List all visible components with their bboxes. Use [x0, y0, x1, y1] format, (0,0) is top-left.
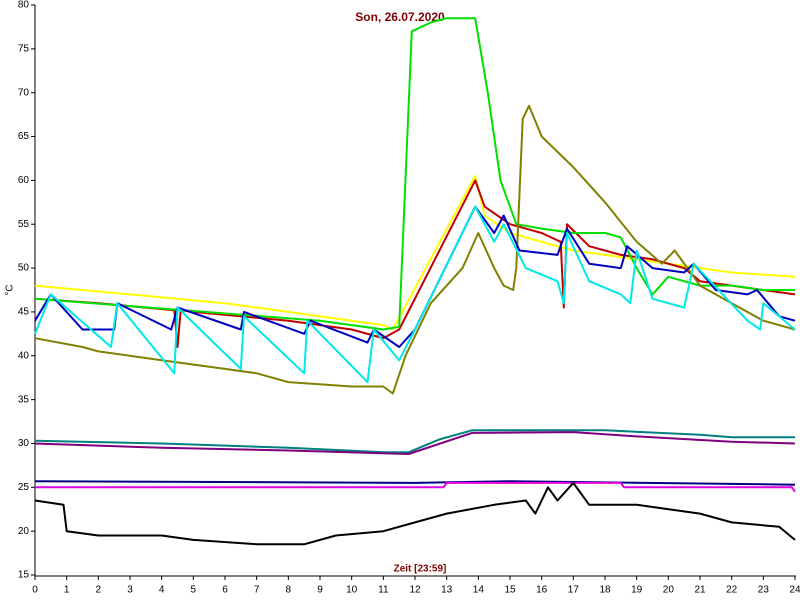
- y-tick-label: 40: [18, 350, 30, 361]
- y-tick-label: 80: [18, 0, 30, 11]
- series-line: [34, 17, 795, 331]
- x-tick-label: 20: [663, 585, 675, 596]
- x-tick-label: 22: [726, 585, 738, 596]
- x-tick-label: 17: [568, 585, 580, 596]
- x-tick-label: 19: [631, 585, 643, 596]
- series-line: [34, 205, 796, 384]
- x-tick-label: 11: [378, 585, 389, 596]
- y-tick-label: 65: [18, 131, 30, 142]
- y-tick-label: 25: [18, 482, 30, 493]
- series-line: [35, 481, 796, 493]
- y-tick-label: 15: [18, 570, 30, 581]
- x-tick-label: 16: [536, 585, 548, 596]
- series-line: [34, 431, 796, 455]
- chart-title: Son, 26.07.2020: [355, 10, 445, 24]
- x-axis-label: Zeit [23:59]: [394, 564, 447, 575]
- x-tick-label: 15: [504, 585, 516, 596]
- x-tick-label: 13: [441, 585, 453, 596]
- y-tick-label: 70: [18, 87, 30, 98]
- x-tick-label: 21: [694, 585, 706, 596]
- series-line: [34, 205, 796, 348]
- series-line: [34, 481, 796, 546]
- x-tick-label: 2: [96, 585, 102, 596]
- x-tick-label: 23: [758, 585, 770, 596]
- x-tick-label: 9: [317, 585, 323, 596]
- y-tick-label: 35: [18, 394, 30, 405]
- x-tick-label: 8: [286, 585, 292, 596]
- x-tick-label: 4: [159, 585, 165, 596]
- x-tick-label: 5: [191, 585, 197, 596]
- x-tick-label: 18: [599, 585, 611, 596]
- x-tick-label: 7: [254, 585, 260, 596]
- x-tick-label: 6: [222, 585, 228, 596]
- y-tick-label: 20: [18, 526, 30, 537]
- y-tick-label: 60: [18, 175, 30, 186]
- series-line: [34, 429, 795, 454]
- x-tick-label: 10: [346, 585, 358, 596]
- y-tick-label: 50: [18, 263, 30, 274]
- x-tick-label: 24: [789, 585, 800, 596]
- y-tick-label: 75: [18, 43, 30, 54]
- y-axis-label: °C: [5, 284, 16, 295]
- x-tick-label: 3: [127, 585, 133, 596]
- y-tick-label: 45: [18, 307, 30, 318]
- series-line: [34, 104, 796, 395]
- x-tick-label: 14: [473, 585, 485, 596]
- x-tick-label: 0: [32, 585, 38, 596]
- y-tick-label: 55: [18, 219, 30, 230]
- x-tick-label: 1: [64, 585, 70, 596]
- x-tick-label: 12: [409, 585, 421, 596]
- y-tick-label: 30: [18, 438, 30, 449]
